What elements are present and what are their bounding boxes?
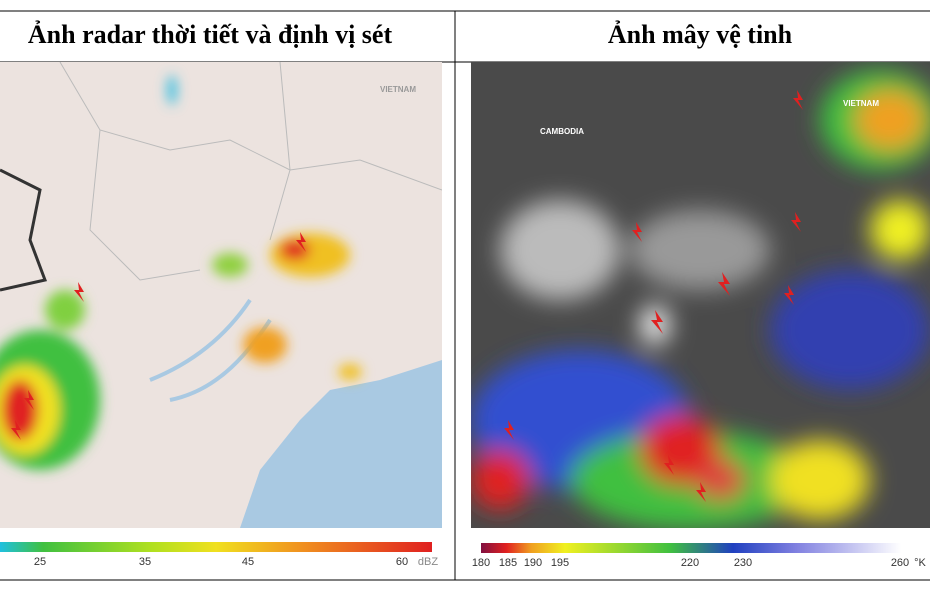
colorbar-tick: 230 — [734, 557, 752, 569]
colorbar-tick: 195 — [551, 557, 569, 569]
colorbar — [481, 543, 901, 553]
panel-title: Ảnh radar thời tiết và định vị sét — [28, 20, 393, 49]
colorbar — [0, 542, 432, 552]
colorbar-tick: 260 — [891, 557, 909, 569]
map-label: VIETNAM — [843, 99, 879, 108]
colorbar-tick: 35 — [139, 556, 151, 568]
colorbar-tick: 185 — [499, 557, 517, 569]
colorbar-tick: 60 — [396, 556, 408, 568]
satellite-map: VIETNAM CAMBODIA — [471, 62, 930, 528]
map-label: CAMBODIA — [540, 127, 584, 136]
panel-title: Ảnh mây vệ tinh — [608, 20, 793, 49]
colorbar-tick: 25 — [34, 556, 46, 568]
colorbar-tick: 180 — [472, 557, 490, 569]
map-label: VIETNAM — [380, 85, 416, 94]
colorbar-tick: 220 — [681, 557, 699, 569]
colorbar-tick: 190 — [524, 557, 542, 569]
colorbar-tick: 45 — [242, 556, 254, 568]
colorbar-unit: dBZ — [418, 556, 438, 568]
radar-map — [0, 62, 442, 528]
colorbar-unit: °K — [914, 557, 926, 569]
